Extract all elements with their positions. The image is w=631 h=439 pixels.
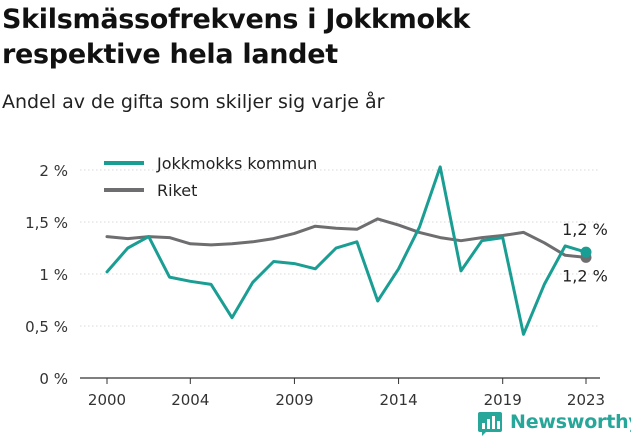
x-tick-label: 2019: [484, 391, 522, 409]
y-tick-label: 2 %: [39, 162, 68, 180]
x-tick-label: 2009: [275, 391, 313, 409]
y-tick-label: 0 %: [39, 370, 68, 388]
series-line-0: [105, 165, 588, 336]
x-tick-label: 2023: [567, 391, 605, 409]
x-tick-label: 2014: [379, 391, 417, 409]
brand-name: Newsworthy: [510, 411, 631, 433]
series-line-1: [105, 217, 588, 259]
legend-label-1: Riket: [157, 181, 197, 200]
end-value-label: 1,2 %: [562, 220, 608, 239]
newsworthy-logo-icon: [478, 412, 502, 436]
y-tick-label: 1,5 %: [25, 214, 68, 232]
legend-label-0: Jokkmokks kommun: [156, 154, 317, 173]
chart-subtitle: Andel av de gifta som skiljer sig varje …: [2, 91, 385, 113]
chart-title: Skilsmässofrekvens i Jokkmokk respektive…: [2, 4, 471, 70]
newsworthy-brand: Newsworthy: [477, 407, 631, 437]
end-value-label: 1,2 %: [562, 266, 608, 285]
y-tick-label: 1 %: [39, 266, 68, 284]
y-tick-label: 0,5 %: [25, 318, 68, 336]
x-tick-label: 2000: [88, 391, 126, 409]
series-end-point-0: [580, 246, 592, 258]
x-tick-label: 2004: [171, 391, 209, 409]
